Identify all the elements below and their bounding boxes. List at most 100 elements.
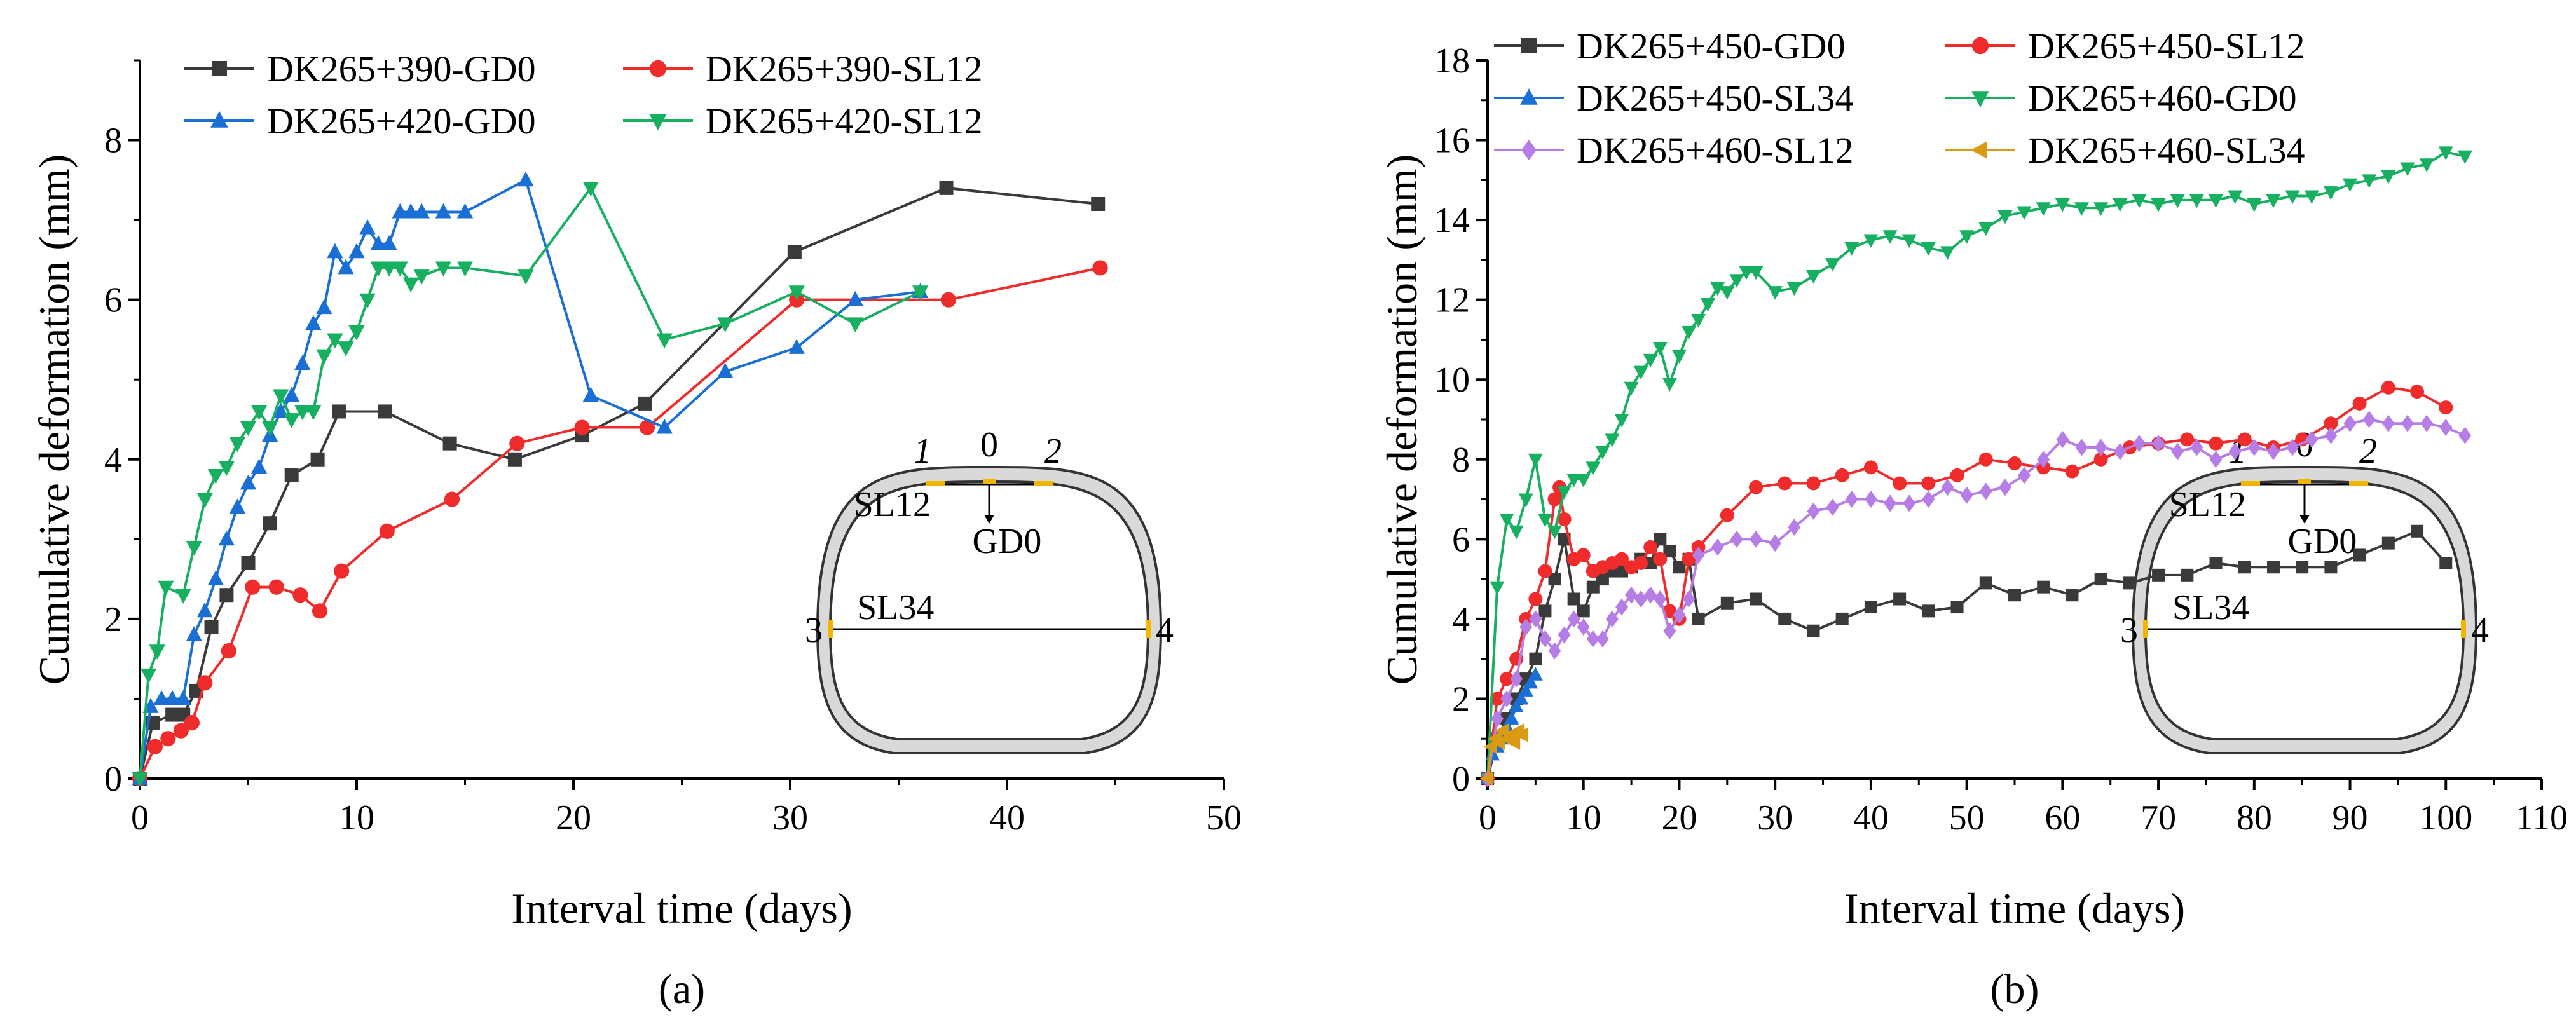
data-point: [788, 285, 805, 301]
diagram-label-sl12: SL12: [854, 485, 931, 524]
data-point: [1567, 610, 1580, 628]
data-point: [2055, 198, 2070, 212]
data-point: [1806, 476, 1821, 491]
legend-entry: DK265+450-SL12: [1945, 25, 2305, 67]
data-point: [1922, 491, 1935, 508]
data-point: [2439, 419, 2453, 437]
data-point: [1950, 468, 1964, 482]
tunnel-diagram: 1 0 2 SL12 GD0 SL34 3 4: [805, 425, 1174, 754]
data-point: [638, 396, 652, 411]
data-point: [1596, 630, 1609, 648]
legend-entry: DK265+460-SL34: [1945, 130, 2305, 171]
data-point: [1750, 530, 1763, 548]
x-tick-label: 80: [2237, 798, 2272, 838]
y-tick-label: 4: [104, 440, 122, 480]
diagram-label-gd0: GD0: [2288, 522, 2357, 561]
data-point: [378, 404, 392, 419]
data-point: [2132, 194, 2147, 208]
data-point: [1807, 624, 1820, 637]
legend-entry: DK265+390-SL12: [623, 48, 982, 90]
data-point: [334, 563, 350, 579]
data-point: [2056, 430, 2069, 448]
x-axis-title: Interval time (days): [511, 884, 852, 932]
x-tick-label: 70: [2141, 798, 2176, 838]
x-axis-title: Interval time (days): [1844, 884, 2185, 932]
y-tick-label: 4: [1452, 600, 1470, 639]
x-tick-label: 50: [1206, 798, 1242, 838]
data-point: [348, 325, 365, 341]
y-tick-label: 0: [104, 760, 122, 799]
data-point: [2189, 194, 2204, 208]
data-point: [1864, 601, 1877, 614]
data-point: [305, 405, 322, 421]
data-point: [1538, 564, 1552, 578]
data-point: [2075, 439, 2088, 456]
data-point: [1778, 476, 1792, 491]
data-point: [717, 317, 734, 333]
data-point: [2400, 162, 2415, 176]
data-point: [332, 404, 346, 419]
data-point: [1566, 474, 1582, 487]
data-point: [186, 540, 202, 556]
data-point: [2228, 442, 2242, 460]
support-point-4: [2461, 620, 2466, 638]
data-point: [1615, 552, 1629, 566]
data-point: [196, 493, 213, 508]
y-tick-label: 10: [1434, 360, 1470, 400]
data-point: [312, 603, 328, 619]
data-point: [1960, 486, 1973, 504]
data-point: [1557, 486, 1572, 500]
legend-entry: DK265+420-SL12: [623, 100, 982, 142]
data-point: [1510, 670, 1523, 688]
legend-marker: [1520, 88, 1538, 105]
tunnel-lining: [816, 465, 1163, 754]
legend-label: DK265+420-GD0: [267, 100, 536, 142]
diagram-label-2: 2: [2359, 432, 2377, 471]
data-point: [1548, 642, 1561, 660]
data-point: [196, 602, 213, 618]
legend-entry: DK265+390-GD0: [184, 48, 536, 90]
data-point: [1807, 502, 1820, 520]
series-5: [1479, 723, 1528, 786]
data-point: [1548, 573, 1561, 586]
panel-label: (a): [659, 966, 705, 1012]
data-point: [2438, 146, 2453, 160]
diagram-label-2: 2: [1044, 432, 1062, 471]
data-point: [140, 668, 157, 684]
data-point: [132, 772, 148, 787]
series-1: [1481, 380, 2453, 786]
data-point: [241, 556, 256, 570]
y-tick-label: 18: [1434, 41, 1470, 81]
data-point: [218, 461, 235, 477]
data-point: [1514, 727, 1528, 742]
data-point: [359, 293, 376, 309]
data-point: [2296, 561, 2309, 574]
data-point: [1682, 552, 1696, 566]
data-point: [2037, 451, 2050, 468]
data-point: [1729, 274, 1744, 288]
data-point: [2228, 190, 2243, 204]
data-point: [1663, 622, 1676, 640]
data-point: [2323, 186, 2338, 200]
y-axis-title: Cumulative deformation (mm): [1378, 154, 1426, 685]
data-point: [509, 435, 525, 451]
data-point: [1692, 546, 1705, 564]
data-point: [2066, 589, 2079, 602]
data-point: [1979, 482, 1992, 500]
data-point: [574, 419, 590, 435]
data-point: [370, 235, 387, 250]
data-point: [338, 259, 354, 275]
data-point: [1805, 270, 1821, 284]
legend-marker: [1971, 37, 1989, 55]
data-point: [316, 349, 332, 365]
support-point-2: [2349, 481, 2368, 486]
data-point: [1595, 446, 1610, 460]
data-point: [1518, 493, 1533, 508]
x-tick-label: 110: [2516, 798, 2568, 838]
data-point: [2420, 414, 2434, 432]
data-point: [1893, 476, 1907, 491]
data-point: [1491, 710, 1504, 728]
data-point: [442, 436, 457, 451]
data-point: [2362, 411, 2376, 428]
